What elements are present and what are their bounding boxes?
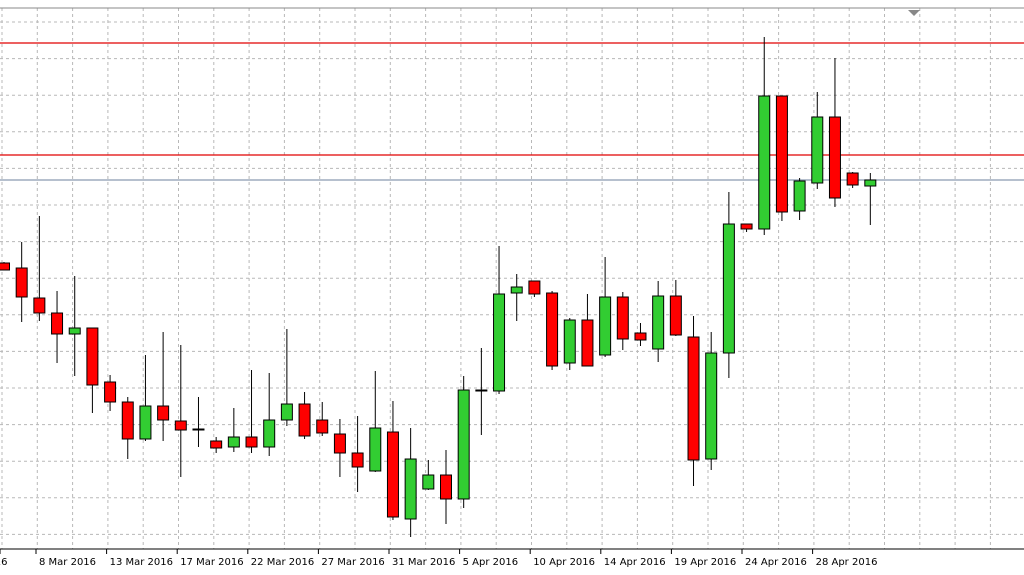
x-tick-label: 13 Mar 2016 <box>110 557 173 568</box>
candle-body <box>51 312 64 335</box>
candle-body <box>546 292 559 367</box>
x-tick-label: 5 Apr 2016 <box>463 557 518 568</box>
candle-body <box>705 352 718 460</box>
x-tick-label: 8 Mar 2016 <box>39 557 96 568</box>
candle-body <box>528 280 541 295</box>
candle-body <box>15 267 28 298</box>
candle-body <box>121 401 134 440</box>
x-tick-label: 19 Apr 2016 <box>674 557 736 568</box>
candle-body <box>493 293 506 392</box>
candle-body <box>280 403 293 421</box>
candle-body <box>457 389 470 500</box>
candle-body <box>563 319 576 364</box>
x-tick-label: 10 Apr 2016 <box>533 557 595 568</box>
x-tick-label: 2016 <box>0 557 7 568</box>
candle-body <box>440 474 452 500</box>
candle-body <box>298 403 311 437</box>
shift-marker <box>908 10 920 16</box>
candle-body <box>351 452 364 468</box>
candle-body <box>316 419 329 434</box>
candle-body <box>0 262 10 271</box>
candle-body <box>104 381 117 403</box>
x-tick-label: 31 Mar 2016 <box>392 557 455 568</box>
candle-body <box>33 297 46 314</box>
candle-body <box>864 179 877 187</box>
x-tick-label: 22 Mar 2016 <box>251 557 314 568</box>
candle-body <box>174 420 187 431</box>
candle-body <box>475 389 488 392</box>
candle-body <box>634 332 647 341</box>
candle-body <box>210 440 223 449</box>
candle-body <box>599 296 612 356</box>
candle-body <box>793 180 806 212</box>
candle-body <box>828 116 841 199</box>
candle-body <box>227 436 240 448</box>
x-tick-label: 17 Mar 2016 <box>180 557 243 568</box>
candle-body <box>722 223 735 354</box>
candle-body <box>740 223 753 230</box>
candle-body <box>687 336 700 461</box>
x-tick-label: 27 Mar 2016 <box>321 557 384 568</box>
x-tick-label: 24 Apr 2016 <box>745 557 807 568</box>
candle-body <box>386 431 399 518</box>
candle-body <box>192 428 205 431</box>
candle-body <box>157 405 170 421</box>
candle-body <box>652 295 665 350</box>
candle-body <box>846 172 859 186</box>
candle-body <box>510 286 523 294</box>
candle-body <box>581 319 594 367</box>
candle-body <box>263 419 276 448</box>
candle-body <box>68 327 81 335</box>
candle-body <box>811 116 824 184</box>
candle-body <box>422 474 435 490</box>
candle-body <box>139 405 152 440</box>
x-tick-label: 28 Apr 2016 <box>816 557 878 568</box>
candle-body <box>369 427 382 472</box>
candle-body <box>245 436 258 448</box>
x-tick-label: 14 Apr 2016 <box>604 557 666 568</box>
candle-body <box>404 458 417 520</box>
candle-body <box>333 433 346 454</box>
candle-body <box>775 95 788 213</box>
candle-body <box>758 95 771 230</box>
candle-body <box>616 296 629 340</box>
candle-body <box>86 327 99 386</box>
candle-body <box>669 295 682 336</box>
